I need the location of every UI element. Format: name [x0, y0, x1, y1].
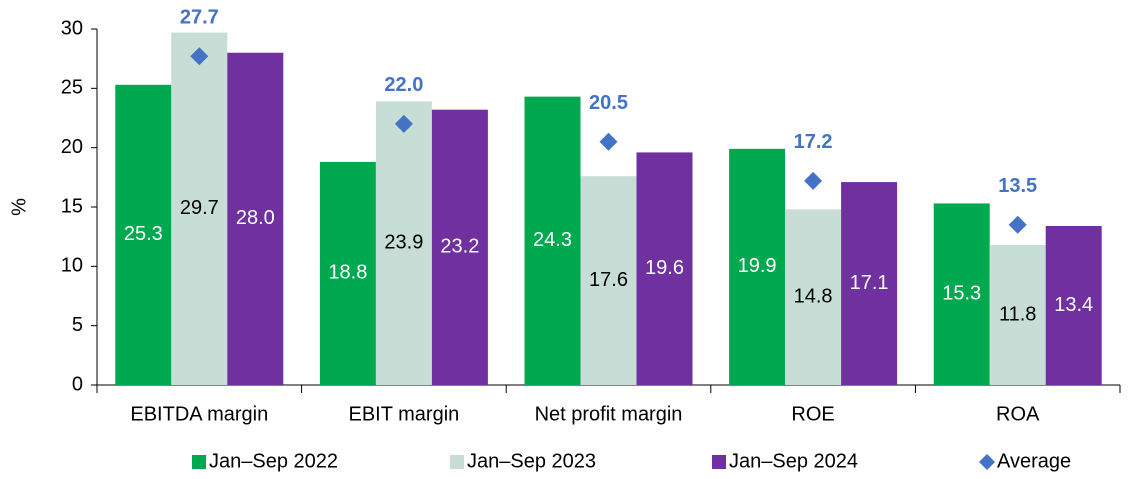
legend-swatch — [192, 455, 206, 469]
bar — [171, 32, 228, 386]
bar-value-label: 18.8 — [328, 262, 367, 284]
bar — [524, 96, 581, 385]
bar — [115, 84, 172, 386]
legend-marker — [979, 454, 995, 470]
y-tick-label: 25 — [61, 77, 83, 99]
bar — [841, 182, 898, 385]
y-axis-label: % — [8, 198, 30, 216]
bar — [729, 148, 786, 385]
bar-value-label: 17.6 — [589, 269, 628, 291]
bar-value-label: 11.8 — [999, 303, 1036, 325]
legend-label: Jan–Sep 2023 — [467, 450, 596, 472]
x-tick-label: ROA — [996, 403, 1040, 425]
bar-value-label: 25.3 — [124, 223, 163, 245]
bar — [636, 152, 693, 385]
bar — [1045, 225, 1102, 385]
bar — [431, 109, 488, 386]
average-marker — [190, 47, 209, 66]
bar-value-label: 17.1 — [850, 272, 889, 294]
y-tick-label: 0 — [72, 373, 83, 395]
average-marker — [394, 114, 413, 133]
bar-value-label: 24.3 — [533, 229, 572, 251]
bar — [785, 209, 842, 385]
average-label: 27.7 — [180, 7, 219, 29]
average-label: 20.5 — [589, 92, 628, 114]
y-tick-label: 20 — [61, 136, 83, 158]
x-tick-label: EBIT margin — [349, 403, 460, 425]
bar-value-label: 13.4 — [1054, 294, 1093, 316]
bar-value-label: 19.6 — [645, 257, 684, 279]
bar — [989, 244, 1046, 385]
legend-swatch — [712, 455, 726, 469]
bar — [319, 161, 376, 385]
y-tick-label: 10 — [61, 255, 83, 277]
legend-swatch — [450, 455, 464, 469]
average-label: 22.0 — [384, 74, 423, 96]
average-marker — [1008, 215, 1027, 234]
bar-value-label: 23.9 — [384, 231, 423, 253]
average-marker — [599, 132, 618, 151]
y-tick-label: 15 — [61, 195, 83, 217]
average-label: 13.5 — [998, 175, 1037, 197]
legend-label: Jan–Sep 2022 — [209, 450, 338, 472]
x-tick-label: ROE — [791, 403, 834, 425]
bar-value-label: 15.3 — [942, 283, 981, 305]
bar-value-label: 14.8 — [794, 285, 833, 307]
average-marker — [804, 171, 823, 190]
bar — [933, 203, 990, 385]
bar-value-label: 29.7 — [180, 197, 219, 219]
y-tick-label: 30 — [61, 17, 83, 39]
x-tick-label: Net profit margin — [535, 403, 683, 425]
average-label: 17.2 — [794, 131, 833, 153]
x-tick-label: EBITDA margin — [130, 403, 268, 425]
y-tick-label: 5 — [72, 314, 83, 336]
bar-value-label: 19.9 — [738, 255, 777, 277]
bar-value-label: 23.2 — [440, 236, 479, 258]
bar-value-label: 28.0 — [236, 207, 275, 229]
bar — [227, 52, 284, 385]
legend-label: Jan–Sep 2024 — [729, 450, 858, 472]
legend-label: Average — [997, 450, 1071, 472]
bar — [375, 101, 432, 386]
bar — [580, 176, 637, 385]
